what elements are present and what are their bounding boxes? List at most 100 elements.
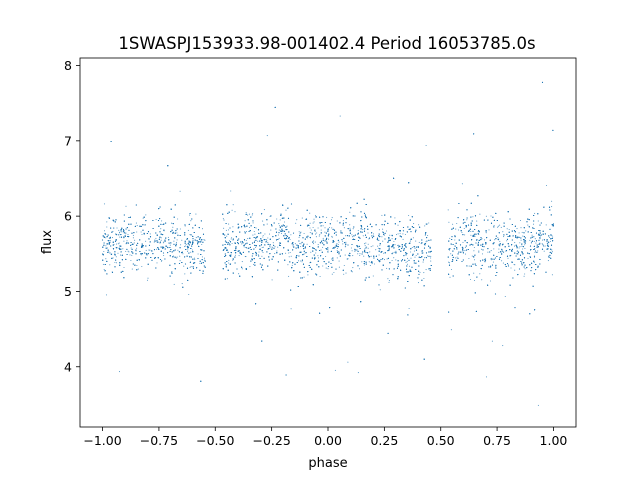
data-point xyxy=(156,241,158,243)
data-point xyxy=(351,234,353,236)
data-point xyxy=(379,244,381,246)
data-point xyxy=(285,209,287,211)
data-point xyxy=(254,233,256,235)
data-point xyxy=(343,264,345,267)
data-point xyxy=(195,213,197,215)
data-point xyxy=(318,235,320,237)
data-point xyxy=(322,265,324,267)
data-point xyxy=(327,238,330,240)
data-point xyxy=(118,242,120,244)
data-point xyxy=(232,259,234,261)
data-point xyxy=(279,219,281,221)
data-point xyxy=(518,258,520,260)
data-point xyxy=(473,250,475,252)
data-point xyxy=(266,223,268,225)
data-point xyxy=(326,216,328,218)
data-point xyxy=(382,228,384,230)
data-point xyxy=(173,240,175,242)
data-point xyxy=(115,262,118,264)
data-point xyxy=(278,229,280,231)
data-point xyxy=(464,246,466,248)
data-point xyxy=(184,225,186,227)
data-point xyxy=(534,212,536,214)
data-point xyxy=(379,259,381,261)
data-point xyxy=(368,261,370,263)
data-point xyxy=(314,256,316,258)
data-point xyxy=(175,257,178,259)
data-point xyxy=(497,226,499,228)
data-point xyxy=(397,244,400,246)
data-point xyxy=(399,232,401,234)
data-point xyxy=(371,262,373,264)
data-point xyxy=(278,223,280,225)
data-point xyxy=(361,261,363,263)
data-point xyxy=(131,254,133,256)
data-point xyxy=(520,227,522,229)
data-point xyxy=(135,222,137,224)
data-point xyxy=(271,246,274,248)
data-point xyxy=(274,246,276,248)
data-point xyxy=(130,259,132,262)
data-point xyxy=(471,255,473,257)
data-point xyxy=(448,261,450,263)
data-point xyxy=(278,225,281,227)
data-point xyxy=(430,257,432,259)
data-point xyxy=(271,279,273,281)
data-point xyxy=(461,183,463,185)
data-point xyxy=(472,216,474,218)
data-point xyxy=(367,243,369,245)
data-point xyxy=(462,241,464,243)
data-point xyxy=(203,259,205,261)
data-point xyxy=(535,242,537,244)
data-point xyxy=(264,233,266,235)
data-point xyxy=(387,278,389,280)
data-point xyxy=(244,220,246,222)
data-point xyxy=(507,264,509,266)
data-point xyxy=(454,239,456,241)
data-point xyxy=(333,271,335,274)
data-point xyxy=(552,222,554,225)
data-point xyxy=(499,240,501,242)
data-point xyxy=(276,250,278,252)
data-point xyxy=(186,250,189,253)
data-point xyxy=(294,243,296,245)
data-point xyxy=(169,244,171,246)
data-point xyxy=(155,237,157,239)
data-point xyxy=(106,221,108,223)
data-point xyxy=(426,255,429,257)
data-point xyxy=(343,227,345,229)
data-point xyxy=(262,236,264,238)
chart-title: 1SWASPJ153933.98-001402.4 Period 1605378… xyxy=(118,34,535,53)
data-point xyxy=(415,240,417,242)
data-point xyxy=(125,232,127,234)
data-point xyxy=(448,221,450,223)
data-point xyxy=(172,255,175,257)
data-point xyxy=(292,244,294,246)
data-point xyxy=(463,227,465,230)
data-point xyxy=(518,232,520,234)
data-point xyxy=(378,254,380,256)
data-point xyxy=(352,267,354,269)
data-point xyxy=(228,240,230,242)
data-point xyxy=(500,226,502,228)
data-point xyxy=(347,361,349,363)
data-point xyxy=(162,242,164,244)
data-point xyxy=(422,261,424,263)
data-point xyxy=(322,237,324,239)
data-point xyxy=(160,237,162,239)
data-point xyxy=(327,249,329,251)
data-point xyxy=(113,243,115,245)
data-point xyxy=(450,253,452,255)
data-point xyxy=(402,238,404,240)
data-point xyxy=(386,258,388,260)
data-point xyxy=(547,260,549,262)
data-point xyxy=(378,239,380,241)
data-point xyxy=(547,255,550,257)
data-point xyxy=(408,214,410,217)
data-point xyxy=(397,224,399,226)
data-point xyxy=(128,251,130,253)
data-point xyxy=(159,242,161,244)
data-point xyxy=(530,241,532,243)
data-point xyxy=(524,273,526,275)
data-point xyxy=(352,228,354,230)
